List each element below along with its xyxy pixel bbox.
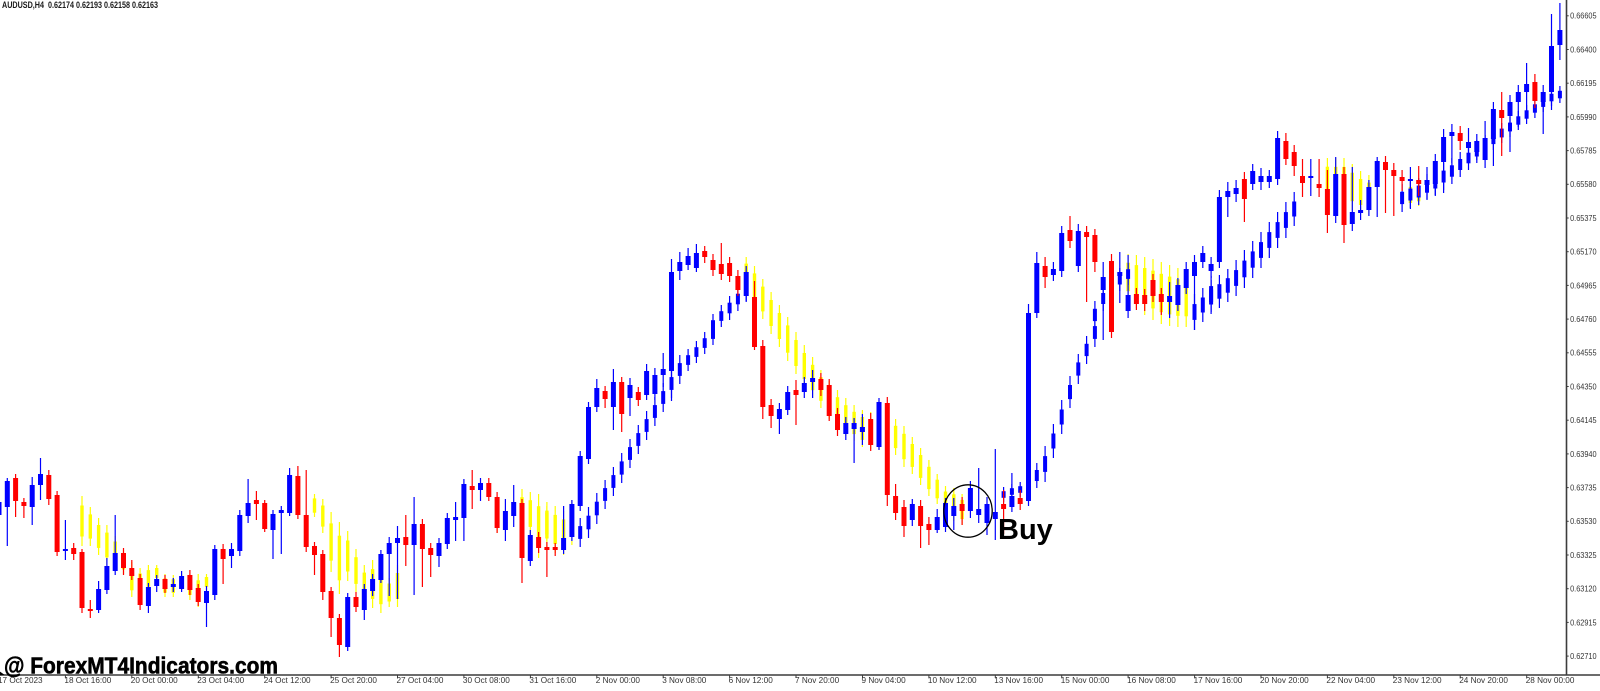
svg-text:0.64965: 0.64965 — [1570, 281, 1597, 290]
svg-text:28 Nov 00:00: 28 Nov 00:00 — [1526, 676, 1575, 685]
svg-text:30 Oct 08:00: 30 Oct 08:00 — [463, 676, 510, 685]
svg-text:Buy: Buy — [998, 514, 1053, 546]
svg-text:0.65375: 0.65375 — [1570, 214, 1597, 223]
svg-text:0.62710: 0.62710 — [1570, 652, 1597, 661]
svg-text:20 Nov 20:00: 20 Nov 20:00 — [1260, 676, 1309, 685]
svg-text:25 Oct 20:00: 25 Oct 20:00 — [330, 676, 377, 685]
svg-text:22 Nov 04:00: 22 Nov 04:00 — [1326, 676, 1375, 685]
svg-text:0.64760: 0.64760 — [1570, 315, 1597, 324]
svg-text:@ ForexMT4Indicators.com: @ ForexMT4Indicators.com — [4, 652, 278, 678]
svg-text:0.64350: 0.64350 — [1570, 382, 1597, 391]
svg-text:3 Nov 08:00: 3 Nov 08:00 — [662, 676, 707, 685]
svg-text:10 Nov 12:00: 10 Nov 12:00 — [928, 676, 977, 685]
svg-text:0.66195: 0.66195 — [1570, 79, 1597, 88]
svg-text:0.64555: 0.64555 — [1570, 349, 1597, 358]
svg-text:13 Nov 16:00: 13 Nov 16:00 — [994, 676, 1043, 685]
svg-text:20 Oct 00:00: 20 Oct 00:00 — [131, 676, 178, 685]
svg-text:0.66400: 0.66400 — [1570, 45, 1597, 54]
svg-text:7 Nov 20:00: 7 Nov 20:00 — [795, 676, 840, 685]
svg-text:0.63940: 0.63940 — [1570, 450, 1597, 459]
svg-text:23 Oct 04:00: 23 Oct 04:00 — [197, 676, 244, 685]
svg-text:18 Oct 16:00: 18 Oct 16:00 — [64, 676, 111, 685]
svg-text:27 Oct 04:00: 27 Oct 04:00 — [397, 676, 444, 685]
svg-text:2 Nov 00:00: 2 Nov 00:00 — [596, 676, 641, 685]
svg-text:17 Nov 16:00: 17 Nov 16:00 — [1194, 676, 1243, 685]
svg-text:9 Nov 04:00: 9 Nov 04:00 — [862, 676, 907, 685]
svg-text:0.62915: 0.62915 — [1570, 618, 1597, 627]
svg-text:23 Nov 12:00: 23 Nov 12:00 — [1393, 676, 1442, 685]
svg-text:16 Nov 08:00: 16 Nov 08:00 — [1127, 676, 1176, 685]
svg-text:31 Oct 16:00: 31 Oct 16:00 — [529, 676, 576, 685]
svg-text:0.63735: 0.63735 — [1570, 484, 1597, 493]
svg-text:0.65580: 0.65580 — [1570, 180, 1597, 189]
svg-text:0.65785: 0.65785 — [1570, 147, 1597, 156]
svg-text:6 Nov 12:00: 6 Nov 12:00 — [729, 676, 774, 685]
svg-text:15 Nov 00:00: 15 Nov 00:00 — [1061, 676, 1110, 685]
svg-text:17 Oct 2023: 17 Oct 2023 — [0, 676, 43, 685]
svg-text:0.65990: 0.65990 — [1570, 113, 1597, 122]
svg-text:0.65170: 0.65170 — [1570, 248, 1597, 257]
svg-text:24 Nov 20:00: 24 Nov 20:00 — [1459, 676, 1508, 685]
svg-text:0.63530: 0.63530 — [1570, 517, 1597, 526]
svg-text:0.63120: 0.63120 — [1570, 585, 1597, 594]
svg-text:24 Oct 12:00: 24 Oct 12:00 — [264, 676, 311, 685]
svg-text:AUDUSD,H4 0.62174 0.62193 0.6: AUDUSD,H4 0.62174 0.62193 0.62158 0.6216… — [2, 0, 158, 10]
svg-text:0.64145: 0.64145 — [1570, 416, 1597, 425]
svg-text:0.63325: 0.63325 — [1570, 551, 1597, 560]
svg-text:0.66605: 0.66605 — [1570, 12, 1597, 21]
